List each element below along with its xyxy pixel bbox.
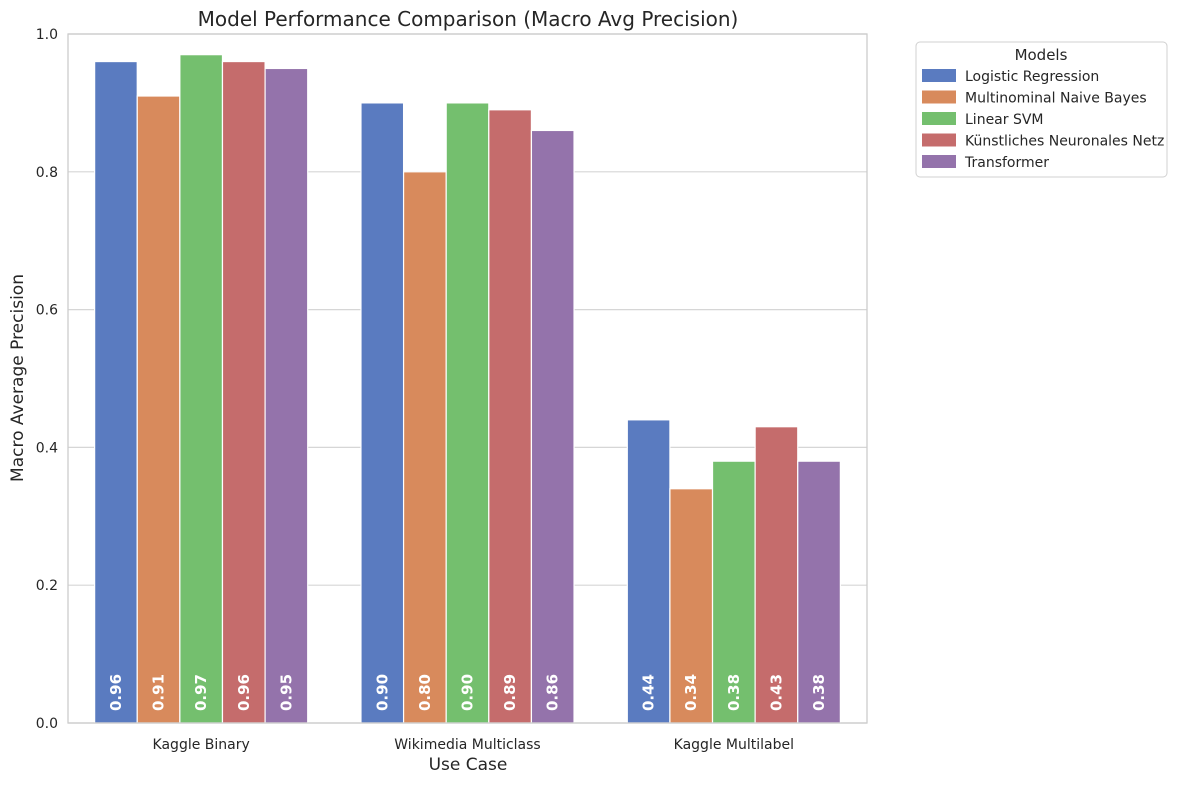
legend-label: Künstliches Neuronales Netz <box>965 134 1164 150</box>
legend-items: Logistic Regression Multinominal Naive Ba… <box>922 69 1164 171</box>
legend-swatch <box>922 133 956 147</box>
y-axis-ticks: 0.0 0.2 0.4 0.6 0.8 1.0 <box>36 27 58 732</box>
bar-value-label: 0.95 <box>277 674 295 711</box>
y-tick-label: 1.0 <box>36 27 58 43</box>
y-axis-label: Macro Average Precision <box>8 274 28 482</box>
legend-label: Logistic Regression <box>965 69 1099 85</box>
legend-swatch <box>922 90 956 104</box>
legend-box <box>915 41 1168 178</box>
y-tick-label: 0.4 <box>36 440 58 456</box>
bar <box>136 95 181 724</box>
plot-frame <box>67 33 868 724</box>
bar-value-label: 0.96 <box>107 674 125 711</box>
bar-value-label: 0.80 <box>416 674 434 711</box>
bar <box>179 54 224 724</box>
bar <box>221 60 266 724</box>
legend-label: Linear SVM <box>965 112 1044 128</box>
bar <box>360 102 405 724</box>
legend-title: Models <box>1015 46 1068 64</box>
bar-value-label: 0.89 <box>501 674 519 711</box>
y-tick-label: 0.8 <box>36 165 58 181</box>
x-axis-ticks: Kaggle Binary Wikimedia Multiclass Kaggle … <box>153 737 794 753</box>
bar-value-label: 0.38 <box>810 674 828 711</box>
bar <box>797 460 841 724</box>
y-tick-label: 0.6 <box>36 303 58 319</box>
x-tick-label: Wikimedia Multiclass <box>394 737 540 753</box>
chart-title: Model Performance Comparison (Macro Avg … <box>198 7 739 31</box>
bar-value-label: 0.86 <box>544 674 562 711</box>
bar-value-label: 0.97 <box>192 674 210 711</box>
bar <box>264 67 309 724</box>
bar <box>530 129 575 724</box>
x-tick-label: Kaggle Binary <box>153 737 250 753</box>
bars <box>94 54 841 724</box>
bar-value-label: 0.43 <box>767 674 785 711</box>
x-axis-label: Use Case <box>429 755 508 775</box>
legend: Models Logistic Regression Multinominal N… <box>915 41 1168 178</box>
bar-value-labels: 0.96 0.91 0.97 0.96 0.95 0.90 0.80 0.90 0.89 0.86… <box>107 674 828 711</box>
bar-value-label: 0.90 <box>459 674 477 711</box>
legend-label: Multinominal Naive Bayes <box>965 91 1147 107</box>
legend-swatch <box>922 69 956 82</box>
bar-value-label: 0.38 <box>725 674 743 711</box>
bar <box>754 426 799 724</box>
bar-value-label: 0.34 <box>682 674 700 711</box>
bar <box>445 102 490 724</box>
y-tick-label: 0.0 <box>36 716 58 732</box>
legend-label: Transformer <box>964 155 1049 171</box>
bar <box>402 171 447 724</box>
y-tick-label: 0.2 <box>36 578 58 594</box>
bar-value-label: 0.44 <box>640 674 658 711</box>
legend-swatch <box>922 112 956 125</box>
bar-value-label: 0.90 <box>373 674 391 711</box>
legend-swatch <box>922 155 956 168</box>
x-tick-label: Kaggle Multilabel <box>674 737 794 753</box>
bar-value-label: 0.91 <box>150 674 168 711</box>
bar <box>488 109 533 724</box>
bar <box>94 60 138 724</box>
bar-value-label: 0.96 <box>235 674 253 711</box>
